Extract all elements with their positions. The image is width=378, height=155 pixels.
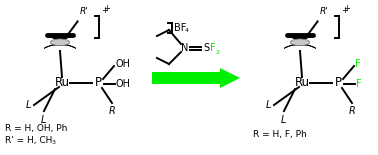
Text: L: L [26, 100, 31, 110]
Text: BF: BF [174, 23, 186, 33]
Text: Ru: Ru [294, 77, 310, 89]
Text: R = H, OH, Ph: R = H, OH, Ph [5, 124, 67, 133]
Text: +: + [103, 4, 110, 13]
Text: N: N [181, 43, 189, 53]
Text: 3: 3 [52, 140, 56, 144]
Text: P: P [94, 77, 102, 89]
Text: OH: OH [116, 79, 131, 89]
Text: L: L [280, 115, 286, 125]
Text: F: F [355, 59, 361, 69]
Text: R': R' [80, 7, 89, 16]
Text: OH: OH [115, 59, 130, 69]
Text: R': R' [320, 7, 329, 16]
Text: R: R [349, 106, 355, 116]
Text: R: R [108, 106, 115, 116]
Text: R' = H, CH: R' = H, CH [5, 135, 53, 144]
Text: L: L [266, 100, 271, 110]
Text: 2: 2 [216, 49, 220, 55]
Text: S: S [203, 43, 209, 53]
Ellipse shape [50, 39, 70, 46]
Text: F: F [210, 43, 215, 53]
Polygon shape [284, 35, 316, 48]
Text: Ru: Ru [54, 77, 70, 89]
Text: L: L [40, 115, 46, 125]
Text: +: + [343, 4, 350, 13]
Text: F: F [356, 79, 362, 89]
Polygon shape [44, 35, 76, 48]
Text: 4: 4 [185, 29, 189, 33]
Text: +: + [101, 6, 108, 15]
Ellipse shape [290, 39, 310, 46]
Text: P: P [335, 77, 341, 89]
Text: +: + [341, 6, 348, 15]
FancyArrow shape [152, 68, 240, 88]
Text: R = H, F, Ph: R = H, F, Ph [253, 131, 307, 140]
